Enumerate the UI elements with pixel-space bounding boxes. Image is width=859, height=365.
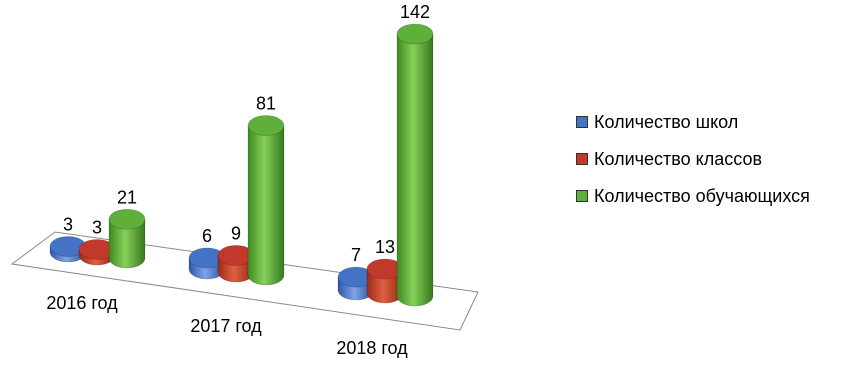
data-label: 3 — [92, 217, 102, 237]
data-label: 13 — [375, 237, 395, 257]
bar — [366, 258, 404, 304]
bar — [108, 208, 146, 269]
data-label: 81 — [256, 94, 276, 114]
bar — [337, 266, 375, 301]
bar-top — [247, 115, 285, 136]
legend-item: Количество обучающихся — [576, 186, 859, 206]
bar-top — [396, 23, 434, 45]
bar — [217, 245, 255, 283]
bar — [247, 115, 285, 286]
bar — [49, 236, 87, 263]
bar-top — [108, 208, 146, 230]
bar-body — [108, 218, 146, 269]
category-label: 2018 год — [336, 338, 408, 358]
legend-label: Количество школ — [594, 111, 739, 132]
data-label: 3 — [63, 214, 73, 234]
legend-label: Количество обучающихся — [594, 185, 810, 206]
legend-item: Количество школ — [576, 112, 859, 132]
bar-body — [247, 125, 285, 286]
category-label: 2017 год — [190, 316, 262, 336]
data-label: 6 — [202, 226, 212, 246]
legend-swatch — [576, 153, 588, 165]
legend-swatch — [576, 116, 588, 128]
legend-item: Количество классов — [576, 149, 859, 169]
bar-body — [396, 33, 434, 307]
bar — [396, 23, 434, 307]
data-label: 9 — [231, 223, 241, 243]
data-label: 21 — [117, 187, 137, 207]
data-label: 142 — [400, 2, 430, 22]
data-label: 7 — [351, 245, 361, 265]
category-label: 2016 год — [46, 293, 118, 313]
legend-swatch — [576, 190, 588, 202]
chart-legend: Количество школ Количество классов Колич… — [576, 112, 859, 223]
legend-label: Количество классов — [594, 148, 763, 169]
